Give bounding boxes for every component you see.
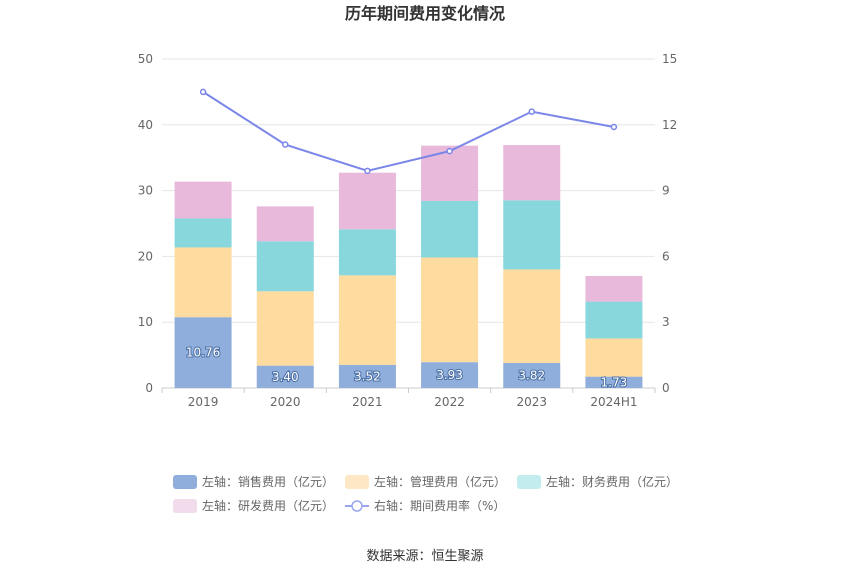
- bar-segment: [585, 338, 643, 377]
- rate-point: [282, 141, 289, 148]
- rate-line: [199, 88, 618, 175]
- bar-segment: [421, 362, 479, 388]
- left-axis-ticks: 0 10 20 30 40 50: [138, 52, 153, 395]
- bars: [174, 145, 643, 388]
- legend-swatch: [173, 475, 197, 489]
- legend-label: 左轴：管理费用（亿元）: [374, 474, 506, 489]
- legend-label: 左轴：销售费用（亿元）: [202, 474, 334, 489]
- bar-segment: [256, 206, 314, 242]
- left-tick-label: 10: [138, 315, 153, 329]
- grid: [162, 58, 655, 389]
- left-tick-label: 40: [138, 118, 153, 132]
- rate-point: [528, 108, 535, 115]
- rate-point: [199, 88, 207, 96]
- right-tick-label: 15: [662, 52, 677, 66]
- bar-segment: [338, 172, 396, 230]
- bar-value-label: 3.82: [518, 368, 545, 382]
- legend-label: 左轴：财务费用（亿元）: [546, 474, 678, 489]
- legend-label: 右轴：期间费用率（%）: [374, 498, 505, 513]
- bar-segment: [256, 365, 314, 388]
- x-axis-ticks: 2019 2020 2021 2022 2023 2024H1: [161, 388, 656, 409]
- bar-labels: 10.76 3.40 3.52 3.93 3.82 1.73: [185, 345, 628, 391]
- bar-segment: [503, 362, 561, 388]
- bar-segment: [503, 200, 561, 270]
- bar-segment: [256, 291, 314, 366]
- x-tick-label: 2023: [516, 395, 547, 409]
- legend-swatch: [517, 475, 541, 489]
- bar-value-label: 10.76: [186, 346, 220, 360]
- x-tick-label: 2021: [352, 395, 383, 409]
- right-axis-ticks: 0 3 6 9 12 15: [662, 52, 677, 395]
- right-tick-label: 3: [662, 315, 670, 329]
- bar-segment: [174, 247, 232, 318]
- x-tick-label: 2024H1: [590, 395, 637, 409]
- bar-segment: [585, 275, 643, 302]
- rate-point: [364, 167, 371, 175]
- bar-segment: [174, 317, 232, 388]
- right-tick-label: 12: [662, 118, 677, 132]
- bar-segment: [585, 376, 643, 388]
- x-tick-label: 2019: [188, 395, 219, 409]
- bar-value-label: 3.40: [272, 370, 299, 384]
- legend-swatch: [173, 499, 197, 513]
- bar-segment: [503, 269, 561, 363]
- source-note: 数据来源：恒生聚源: [366, 549, 483, 564]
- left-tick-label: 20: [138, 249, 153, 263]
- bar-segment: [421, 200, 479, 258]
- bar-segment: [338, 364, 396, 388]
- bar-segment: [585, 301, 643, 339]
- x-tick-label: 2020: [270, 395, 301, 409]
- right-tick-label: 0: [662, 381, 670, 395]
- legend-swatch-marker: [351, 500, 363, 512]
- legend-label: 左轴：研发费用（亿元）: [202, 498, 334, 513]
- bar-segment: [256, 241, 314, 292]
- right-tick-label: 6: [662, 249, 670, 263]
- rate-point: [446, 147, 453, 155]
- left-tick-label: 30: [138, 184, 153, 198]
- rate-line-path: [202, 91, 615, 172]
- bar-value-label: 3.52: [354, 369, 381, 383]
- legend: 左轴：销售费用（亿元） 左轴：管理费用（亿元） 左轴：财务费用（亿元） 左轴：研发费用…: [173, 474, 678, 513]
- bar-segment: [503, 145, 561, 201]
- bar-segment: [174, 218, 232, 248]
- bar-segment: [421, 257, 479, 363]
- left-tick-label: 50: [138, 52, 153, 66]
- chart-title: 历年期间费用变化情况: [345, 4, 505, 23]
- bar-value-label: 3.93: [436, 368, 463, 382]
- x-tick-label: 2022: [434, 395, 465, 409]
- bar-value-label: 1.73: [601, 375, 628, 389]
- left-tick-label: 0: [145, 381, 153, 395]
- bar-segment: [174, 181, 232, 219]
- bar-segment: [338, 275, 396, 365]
- legend-swatch: [345, 475, 369, 489]
- right-tick-label: 9: [662, 184, 670, 198]
- bar-segment: [338, 229, 396, 276]
- rate-point: [610, 123, 618, 131]
